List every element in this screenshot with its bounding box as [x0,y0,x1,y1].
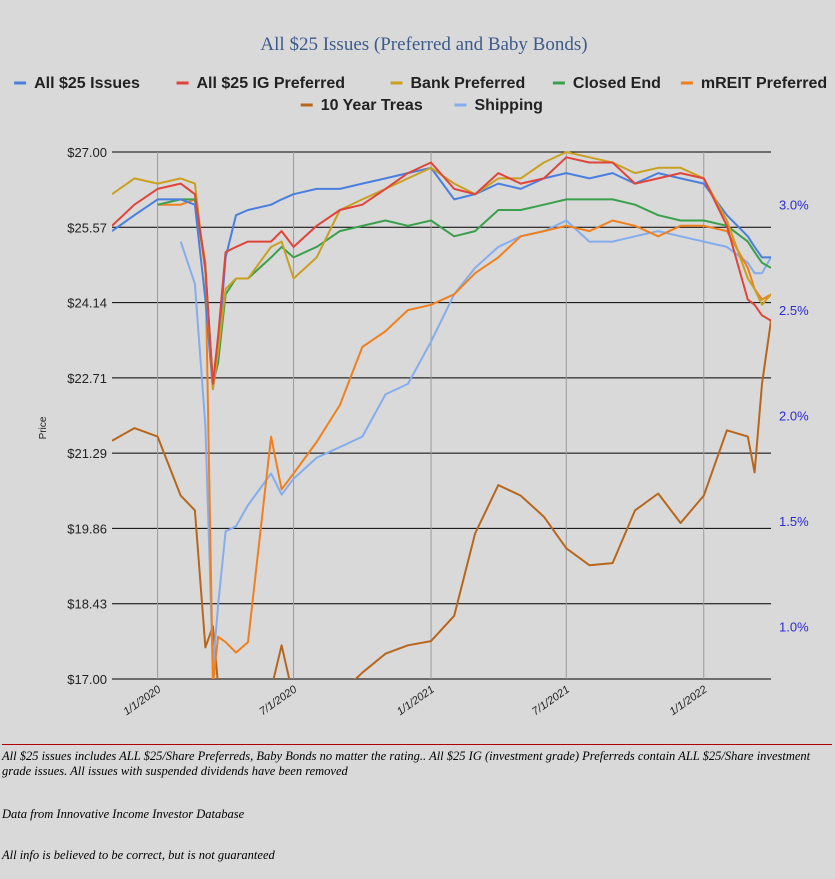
legend: All $25 Issues All $25 IG Preferred Bank P… [14,75,827,114]
note-disclaimer: All info is believed to be correct, but … [2,848,275,862]
y-tick-label: $18.43 [67,597,107,612]
x-tick-label: 7/1/2021 [530,684,572,718]
legend-label: Shipping [475,97,543,114]
y-axis-label: Price [38,416,49,439]
secondary-y-axis: 1.0% 1.5% 2.0% 2.5% 3.0% [779,198,809,635]
note-data-source: Data from Innovative Income Investor Dat… [2,807,245,821]
note-methodology: All $25 issues includes ALL $25/Share Pr… [2,749,811,778]
legend-item-bank-preferred: Bank Preferred [390,75,526,92]
legend-label: Closed End [573,75,661,92]
chart-title: All $25 Issues (Preferred and Baby Bonds… [260,34,587,55]
legend-label: All $25 IG Preferred [197,75,346,92]
x-tick-label: 1/1/2020 [121,683,164,718]
y2-tick-label: 3.0% [779,198,809,213]
y2-tick-label: 2.0% [779,409,809,424]
series-line-shipping [179,219,771,670]
legend-item-all-25-issues: All $25 Issues [14,75,140,92]
x-tick-label: 7/1/2020 [257,683,300,718]
x-tick-label: 1/1/2021 [395,684,437,718]
legend-item-shipping: Shipping [454,97,543,114]
y2-tick-label: 2.5% [779,303,809,318]
y-tick-label: $25.57 [67,220,107,235]
series-line-mreit-preferred [157,198,771,679]
legend-label: mREIT Preferred [701,75,827,92]
y-axis: $17.00 $18.43 $19.86 $21.29 $22.71 $24.14 $25.… [67,145,107,687]
x-tick-label: 1/1/2022 [668,684,710,718]
legend-item-closed-end: Closed End [552,75,661,92]
series-line-bank-preferred [112,151,771,391]
x-axis: 1/1/2020 7/1/2020 1/1/2021 7/1/2021 1/1/2022 [121,683,709,718]
line-chart: All $25 Issues (Preferred and Baby Bonds… [14,34,827,718]
y2-tick-label: 1.5% [779,514,809,529]
legend-item-10-year-treas: 10 Year Treas [300,97,423,114]
y-tick-label: $17.00 [67,672,107,687]
legend-item-all-25-ig-preferred: All $25 IG Preferred [176,75,346,92]
y2-tick-label: 1.0% [779,619,809,634]
y-tick-label: $24.14 [67,296,107,311]
series-lines [112,151,771,679]
series-line-all-25-ig-preferred [112,156,771,385]
series-line-10-year-treas [112,320,771,679]
legend-item-mreit-preferred: mREIT Preferred [680,75,827,92]
y-tick-label: $27.00 [67,145,107,160]
y-tick-label: $21.29 [67,446,107,461]
legend-label: 10 Year Treas [321,97,423,114]
legend-label: All $25 Issues [34,75,140,92]
y-tick-label: $19.86 [67,521,107,536]
legend-label: Bank Preferred [411,75,526,92]
y-tick-label: $22.71 [67,371,107,386]
chart-notes: All $25 issues includes ALL $25/Share Pr… [2,744,832,863]
